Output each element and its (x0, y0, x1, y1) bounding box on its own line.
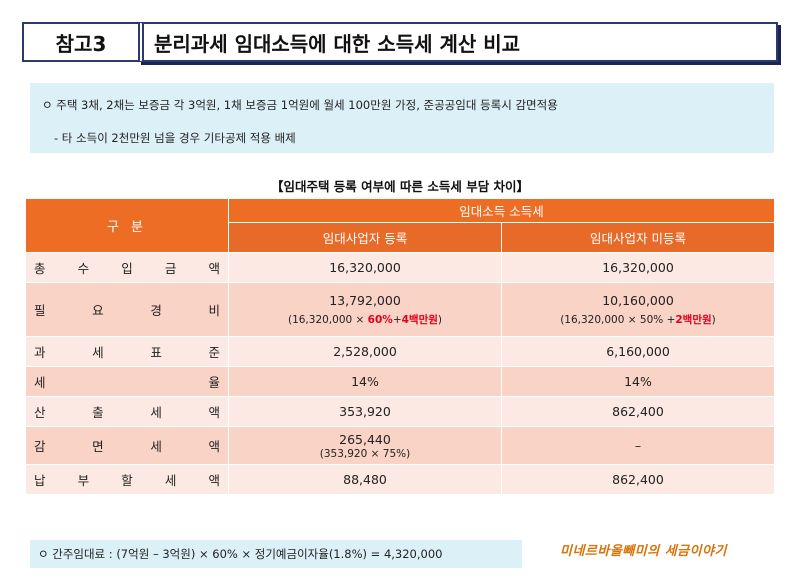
unregistered-value-cell: – (501, 426, 775, 465)
reference-label: 참고3 (22, 22, 138, 62)
table-body: 총 수 입 금 액 16,320,000 16,320,000 필 요 경 비 13,792,000(… (25, 252, 775, 495)
registered-value: 353,920 (339, 404, 391, 419)
row-label-char: 납 (34, 473, 46, 488)
registered-value: 13,792,000 (329, 292, 401, 308)
registered-value-cell: 13,792,000 (16,320,000 × 60%+4백만원) (228, 282, 502, 337)
row-label-char: 세 (164, 473, 177, 488)
registered-value-cell: 353,920 (228, 396, 502, 427)
table-row: 납 부 할 세 액 88,480 862,400 (25, 464, 775, 495)
registered-value-cell: 16,320,000 (228, 252, 502, 283)
row-label-char: 면 (92, 439, 104, 454)
deemed-rent-note: ㅇ 간주임대료 : (7억원 – 3억원) × 60% × 정기예금이자율(1.… (30, 540, 522, 568)
formula-part: (16,320,000 × 50% + (560, 313, 676, 326)
row-label-char: 액 (208, 405, 220, 420)
row-label-char: 금 (164, 261, 177, 276)
row-label-char: 부 (77, 473, 90, 488)
registered-value: 265,440 (339, 431, 391, 447)
tax-comparison-table: 구 분 임대소득 소득세 임대사업자 등록 임대사업자 미등록 총 수 입 금 액 16,… (25, 198, 775, 495)
row-label-char: 할 (121, 473, 133, 488)
row-label-char: 요 (92, 303, 104, 318)
row-label-char: 세 (34, 375, 46, 390)
registered-value: 88,480 (343, 472, 387, 487)
unregistered-value: 14% (624, 374, 652, 389)
unregistered-value: 10,160,000 (602, 292, 674, 308)
registered-value: 16,320,000 (329, 260, 401, 275)
signature-logo: 미네르바올빼미의 세금이야기 (560, 544, 728, 559)
unregistered-value-cell: 16,320,000 (501, 252, 775, 283)
registered-value: 14% (351, 374, 379, 389)
row-label-char: 과 (34, 345, 46, 360)
unregistered-value: 862,400 (612, 404, 664, 419)
row-label-char: 산 (34, 405, 46, 420)
unregistered-value: 6,160,000 (606, 344, 670, 359)
registered-value: 2,528,000 (333, 344, 397, 359)
assumption-line: ㅇ 주택 3채, 2채는 보증금 각 3억원, 1채 보증금 1억원에 월세 1… (42, 98, 558, 112)
unregistered-formula: (16,320,000 × 50% +2백만원) (502, 312, 774, 327)
category-header: 구 분 (25, 198, 229, 253)
row-label-char: 세 (150, 405, 162, 420)
row-label-char: 수 (77, 261, 90, 276)
row-label-char: 경 (150, 303, 162, 318)
exclusion-note: - 타 소득이 2천만원 넘을 경우 기타공제 적용 배제 (54, 131, 296, 145)
formula-part: ) (437, 313, 443, 326)
unregistered-value: – (634, 438, 642, 453)
unregistered-value-cell: 862,400 (501, 464, 775, 495)
unregistered-header: 임대사업자 미등록 (501, 222, 775, 253)
formula-part: ) (711, 313, 716, 326)
registered-value-cell: 2,528,000 (228, 336, 502, 367)
table-row: 총 수 입 금 액 16,320,000 16,320,000 (25, 252, 775, 283)
table-row: 세 율 14% 14% (25, 366, 775, 397)
assumption-box: ㅇ 주택 3채, 2채는 보증금 각 3억원, 1채 보증금 1억원에 월세 1… (30, 83, 774, 153)
table-row: 감 면 세 액 265,440 (353,920 × 75%) – (25, 426, 775, 465)
row-label-char: 세 (92, 345, 104, 360)
unregistered-value-cell: 862,400 (501, 396, 775, 427)
row-label-char: 액 (208, 473, 220, 488)
row-label-char: 감 (34, 439, 46, 454)
row-label-char: 총 (34, 261, 46, 276)
row-label-char: 율 (208, 375, 220, 390)
row-label-char: 필 (34, 303, 46, 318)
registered-header: 임대사업자 등록 (228, 222, 502, 253)
row-label-char: 표 (150, 345, 162, 360)
formula-part: 4백만원 (401, 313, 438, 326)
formula-part: + (392, 313, 402, 326)
registered-value-cell: 14% (228, 366, 502, 397)
row-label-char: 출 (92, 405, 104, 420)
table-row: 과 세 표 준 2,528,000 6,160,000 (25, 336, 775, 367)
table-caption: 【임대주택 등록 여부에 따른 소득세 부담 차이】 (270, 179, 530, 194)
registered-value-cell: 88,480 (228, 464, 502, 495)
unregistered-value-cell: 14% (501, 366, 775, 397)
formula-part: (16,320,000 × (287, 313, 368, 326)
unregistered-value-cell: 10,160,000 (16,320,000 × 50% +2백만원) (501, 282, 775, 337)
formula-part: 2백만원 (675, 313, 712, 326)
title-bar: 참고3 분리과세 임대소득에 대한 소득세 계산 비교 (22, 22, 778, 62)
unregistered-value-cell: 6,160,000 (501, 336, 775, 367)
formula-part: 60% (367, 313, 393, 326)
row-label-char: 액 (208, 261, 220, 276)
page-title: 분리과세 임대소득에 대한 소득세 계산 비교 (138, 22, 778, 62)
table-row: 산 출 세 액 353,920 862,400 (25, 396, 775, 427)
unregistered-value: 862,400 (612, 472, 664, 487)
row-label-char: 세 (150, 439, 162, 454)
registered-formula: (16,320,000 × 60%+4백만원) (229, 312, 501, 327)
registered-note: (353,920 × 75%) (319, 447, 411, 460)
row-label-char: 입 (121, 261, 133, 276)
row-label-char: 액 (208, 439, 220, 454)
income-tax-group-header: 임대소득 소득세 (228, 198, 775, 223)
row-label-char: 준 (208, 345, 220, 360)
table-row: 필 요 경 비 13,792,000 (16,320,000 × 60%+4백만원) 10,… (25, 282, 775, 337)
unregistered-value: 16,320,000 (602, 260, 674, 275)
row-label-char: 비 (208, 303, 220, 318)
registered-value-cell: 265,440 (353,920 × 75%) (228, 426, 502, 465)
